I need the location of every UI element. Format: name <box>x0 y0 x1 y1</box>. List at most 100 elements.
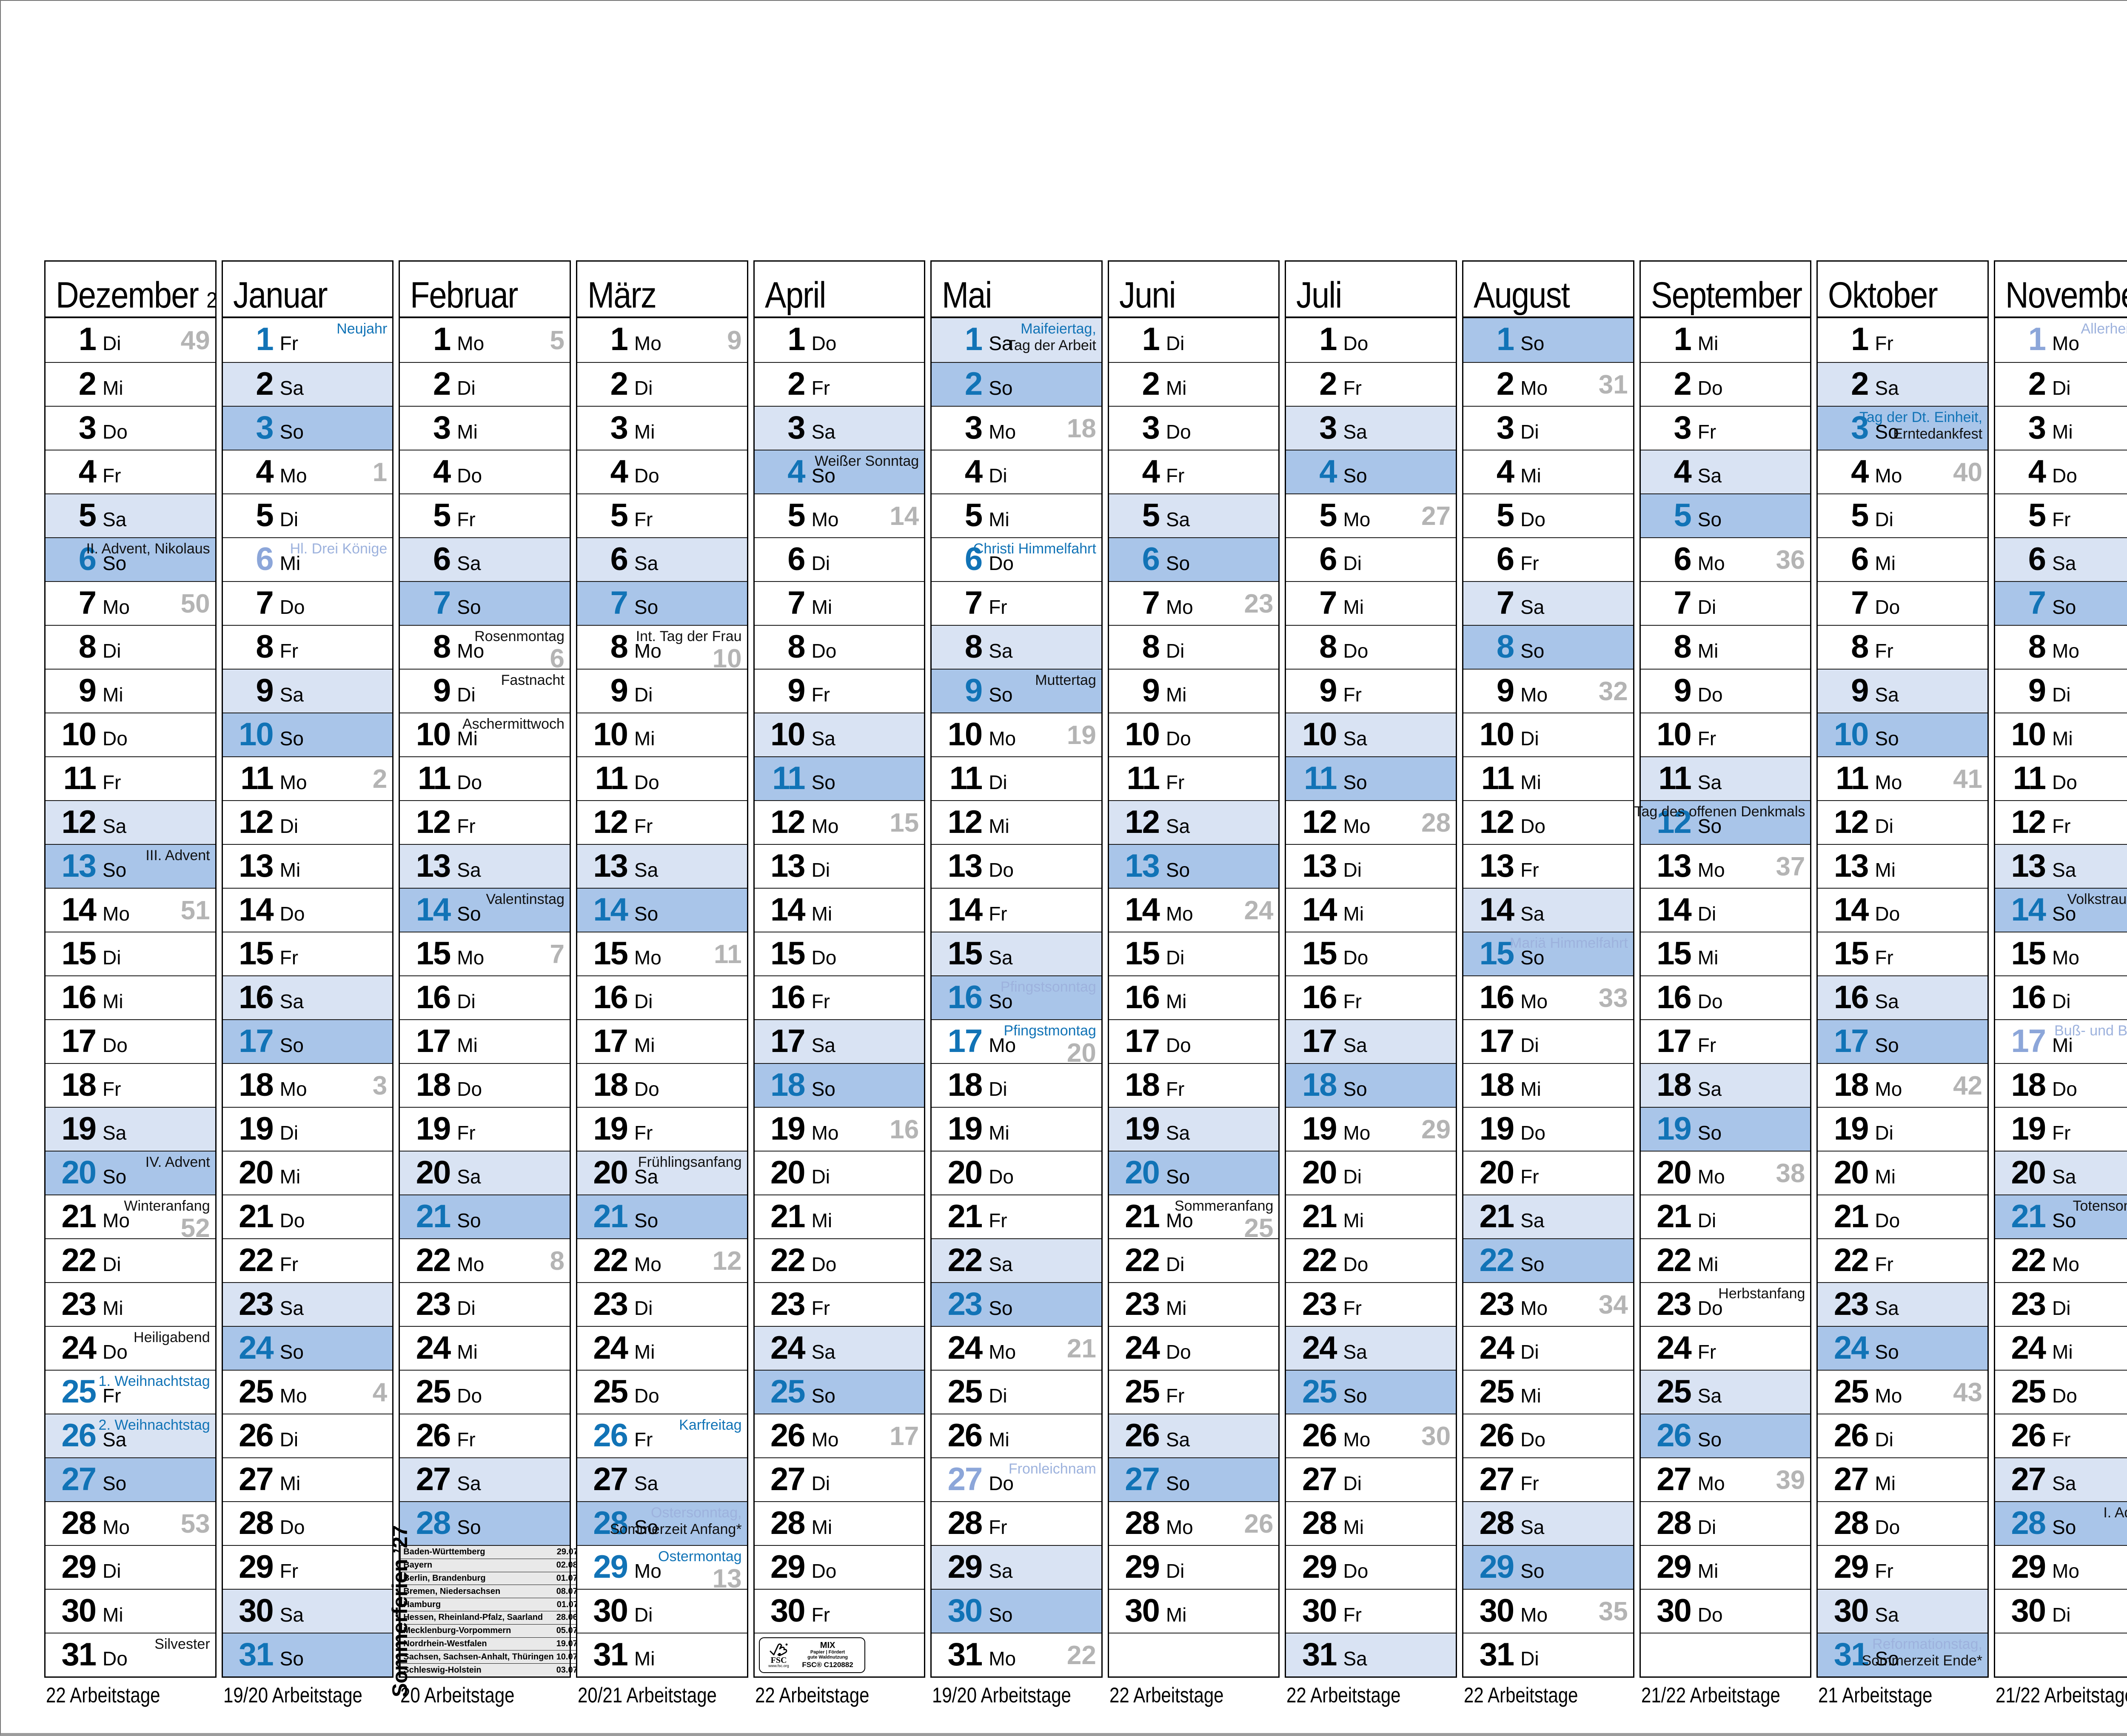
day-number: 5 <box>256 497 274 533</box>
day-number: 9 <box>78 673 97 709</box>
weekday-label: Mi <box>1520 1385 1541 1407</box>
weekday-label: Do <box>989 1472 1014 1494</box>
weekday-label: Do <box>1520 1428 1545 1451</box>
weekday-label: Mi <box>103 377 123 399</box>
weekday-label: Fr <box>1697 1034 1716 1056</box>
day-number: 28 <box>947 1505 983 1541</box>
day-cell: 13 Sa <box>577 845 747 888</box>
day-row: 22 Fr <box>222 1238 393 1282</box>
day-row: 10 Do <box>1109 713 1279 756</box>
day-cell: 20 Di <box>1286 1152 1456 1194</box>
month-name: August <box>1474 275 1570 316</box>
weekday-label: Mo <box>989 421 1016 443</box>
day-cell: 25 Do <box>400 1371 570 1414</box>
day-row: 30 Mi <box>46 1589 215 1633</box>
day-cell: 17 Sa <box>1286 1020 1456 1063</box>
day-number: 21 <box>770 1198 806 1234</box>
day-number: 16 <box>1657 979 1692 1015</box>
weekday-label: So <box>1343 1078 1367 1100</box>
weekday-label: So <box>1520 640 1545 662</box>
day-cell: 20 Sa <box>400 1152 570 1194</box>
day-cell: 1 Mo <box>400 318 570 362</box>
weekday-label: So <box>811 1078 835 1100</box>
day-number: 2 <box>256 366 274 402</box>
day-row: 10 So <box>1818 713 1988 756</box>
day-cell: 27 Sa <box>577 1458 747 1501</box>
day-cell: 18 Mo <box>1818 1064 1987 1107</box>
day-row: 26 Di <box>222 1414 393 1457</box>
weekday-label: Sa <box>279 684 304 706</box>
day-cell: 26 Fr <box>1995 1414 2127 1457</box>
day-number: 5 <box>433 497 451 533</box>
day-row: 12 Do <box>1463 800 1633 844</box>
weekday-label: Fr <box>989 1516 1007 1538</box>
day-cell: 1 Di <box>1109 318 1279 362</box>
weekday-label: Mo <box>279 1078 307 1100</box>
day-row: 5 Sa <box>46 493 215 537</box>
weekday-label: Mi <box>103 684 123 706</box>
day-number: 19 <box>770 1111 806 1147</box>
month-rows: 1 So 2 Mo 31 3 Di 4 Mi 5 Do 6 Fr 7 Sa 8 So 9 Mo 32 10 Di 11 Mi 1… <box>1463 316 1633 1676</box>
weekday-label: Fr <box>811 990 830 1012</box>
weekday-label: Mi <box>1875 1472 1896 1494</box>
day-cell: 7 Mi <box>755 582 924 625</box>
day-row: 26 Mi <box>932 1414 1101 1457</box>
day-number: 28 <box>770 1505 806 1541</box>
day-number: 25 <box>770 1374 806 1410</box>
weekday-label: Mo <box>1343 815 1371 837</box>
day-number: 28 <box>1479 1505 1515 1541</box>
day-cell: 17 Mo <box>932 1020 1101 1063</box>
weekday-label: Fr <box>103 771 121 793</box>
day-cell: 3 Fr <box>1641 407 1811 450</box>
day-row: 12 Mi <box>932 800 1101 844</box>
day-row: 20 Sa <box>1995 1151 2127 1194</box>
day-number: 31 <box>593 1636 628 1673</box>
day-cell: 28 Mi <box>755 1502 924 1545</box>
weekday-label: Fr <box>1697 727 1716 750</box>
weekday-label: Do <box>2052 771 2077 793</box>
day-number: 15 <box>1125 935 1160 972</box>
day-cell: 20 Di <box>755 1152 924 1194</box>
day-row: 16 Mi <box>1109 975 1279 1019</box>
day-number: 30 <box>770 1593 806 1629</box>
weekday-label: Fr <box>1520 859 1539 881</box>
day-row: 3 Mi <box>1995 406 2127 450</box>
day-row: 21 Di <box>1640 1194 1811 1238</box>
day-cell: 14 Do <box>1818 889 1987 932</box>
day-cell: 27 Do <box>932 1458 1101 1501</box>
day-cell: 7 Sa <box>1463 582 1633 625</box>
day-cell: 27 Di <box>755 1458 924 1501</box>
weekday-label: Mo <box>103 903 130 925</box>
fsc-brand: FSC <box>770 1656 787 1665</box>
day-row: 18 Mi <box>1463 1063 1633 1107</box>
workdays-footer: 19/20 Arbeitstage <box>223 1683 362 1707</box>
day-number: 24 <box>1302 1330 1337 1366</box>
day-number: 23 <box>2011 1286 2047 1322</box>
day-cell: 6 Do <box>932 538 1101 581</box>
day-row: 6 Di <box>754 537 924 581</box>
day-cell: 30 Mi <box>1109 1590 1279 1633</box>
day-cell: 22 Di <box>1109 1239 1279 1282</box>
day-row: 25 Sa <box>1640 1370 1811 1414</box>
day-number: 10 <box>239 716 274 753</box>
day-number: 2 <box>1496 366 1514 402</box>
day-row: 1 Mi <box>1641 318 1811 362</box>
day-row: 30 Mo 35 <box>1463 1589 1633 1633</box>
day-row: 10 Mo 19 <box>932 713 1101 756</box>
day-number: 10 <box>593 716 628 753</box>
weekday-label: Di <box>1166 1560 1185 1582</box>
day-number: 15 <box>947 935 983 972</box>
day-cell: 8 Di <box>1109 626 1279 669</box>
day-row: 12 Di <box>222 800 393 844</box>
day-cell: 30 So <box>932 1590 1101 1633</box>
day-cell: 9 Mi <box>1109 670 1279 713</box>
day-row: 1 Mo 9 <box>577 318 747 362</box>
month-header: Februar <box>400 262 570 316</box>
weekday-label: So <box>1520 1253 1545 1275</box>
day-row: 3 Di <box>1463 406 1633 450</box>
day-cell: 2 Di <box>1995 363 2127 406</box>
weekday-label: Fr <box>2052 1428 2071 1451</box>
weekday-label: Do <box>1343 640 1369 662</box>
day-cell: 26 Sa <box>1109 1414 1279 1457</box>
weekday-label: Sa <box>989 640 1013 662</box>
